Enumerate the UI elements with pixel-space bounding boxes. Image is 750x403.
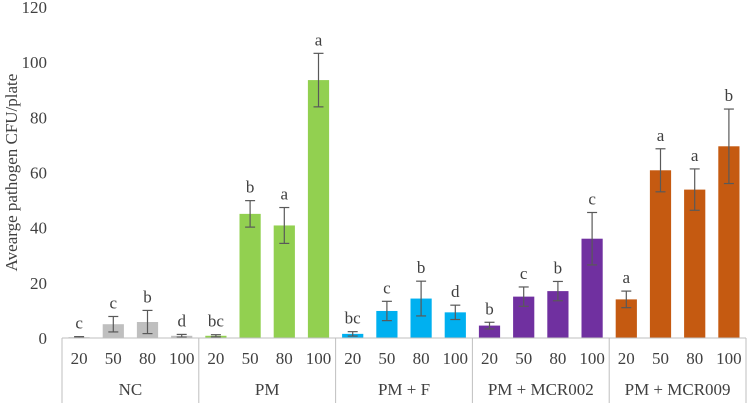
- error-bar: [381, 300, 392, 322]
- x-tick-label: 50: [515, 349, 532, 368]
- bar: [513, 296, 535, 338]
- error-bar: [416, 280, 427, 317]
- significance-letter: c: [520, 264, 528, 283]
- x-tick-label: 100: [306, 349, 332, 368]
- significance-letter: b: [485, 299, 494, 318]
- y-axis: 0 20 40 60 80 100 120: [22, 0, 48, 348]
- significance-letter: a: [657, 126, 665, 145]
- x-tick-label: 20: [71, 349, 88, 368]
- significance-letter: c: [75, 314, 83, 333]
- x-tick-label: 20: [618, 349, 635, 368]
- group-label: PM + MCR002: [488, 380, 594, 399]
- significance-letter: c: [110, 293, 118, 312]
- x-tick-label: 20: [481, 349, 498, 368]
- group-label: PM + MCR009: [625, 380, 731, 399]
- x-tick-label: 20: [344, 349, 361, 368]
- x-tick-label: 100: [579, 349, 605, 368]
- bar: [376, 310, 398, 338]
- bar: [239, 213, 261, 338]
- bar: [273, 225, 295, 338]
- y-tick-label: 40: [30, 219, 47, 238]
- bar: [547, 291, 569, 338]
- y-tick-label: 120: [22, 0, 48, 17]
- error-bar: [552, 280, 563, 302]
- significance-letter: bc: [208, 312, 225, 331]
- bar: [410, 298, 432, 338]
- y-tick-label: 20: [30, 274, 47, 293]
- group-label: PM + F: [378, 380, 430, 399]
- x-tick-label: 100: [169, 349, 195, 368]
- x-tick-label: 100: [716, 349, 742, 368]
- y-tick-label: 100: [22, 53, 48, 72]
- significance-letter: d: [451, 282, 460, 301]
- y-tick-label: 80: [30, 108, 47, 127]
- significance-letter: b: [417, 258, 426, 277]
- x-tick-label: 80: [549, 349, 566, 368]
- significance-letter: b: [246, 178, 255, 197]
- bar: [444, 312, 466, 338]
- significance-letter: b: [725, 86, 734, 105]
- significance-letter: d: [177, 311, 186, 330]
- bar: [718, 146, 740, 338]
- error-bar: [621, 290, 632, 309]
- error-bar: [518, 286, 529, 307]
- error-bar: [450, 304, 461, 321]
- x-tick-label: 80: [139, 349, 156, 368]
- y-tick-label: 0: [39, 329, 48, 348]
- significance-letter: a: [315, 30, 323, 49]
- error-bar: [723, 108, 734, 185]
- x-tick-label: 80: [686, 349, 703, 368]
- error-bar: [245, 200, 256, 228]
- bar: [478, 325, 501, 338]
- x-tick-label: 50: [242, 349, 259, 368]
- significance-letter: b: [554, 258, 563, 277]
- significance-letter: c: [383, 278, 391, 297]
- significance-letter: c: [588, 189, 596, 208]
- error-bar: [176, 333, 187, 338]
- group-label: PM: [255, 380, 280, 399]
- x-tick-label: 20: [207, 349, 224, 368]
- error-bar: [347, 331, 358, 337]
- significance-letter: a: [623, 268, 631, 287]
- x-tick-label: 50: [652, 349, 669, 368]
- bar: [649, 170, 672, 338]
- x-axis: 20 50 80 100 NC 20 50 80 100 PM 20 50 80 100 PM + F 20 5…: [61, 337, 747, 403]
- y-axis-title: Avearge pathogen CFU/plate: [2, 74, 21, 272]
- x-tick-label: 50: [378, 349, 395, 368]
- significance-letter: a: [691, 146, 699, 165]
- error-bar: [484, 321, 495, 330]
- y-tick-label: 60: [30, 164, 47, 183]
- error-bar: [655, 148, 666, 193]
- x-tick-label: 80: [276, 349, 293, 368]
- error-bar: [313, 52, 324, 108]
- bar: [684, 189, 706, 338]
- x-tick-label: 80: [413, 349, 430, 368]
- error-bar: [587, 211, 598, 266]
- error-bar: [210, 334, 221, 338]
- significance-letter: b: [143, 287, 152, 306]
- error-bar: [142, 309, 153, 335]
- error-bar: [689, 168, 700, 211]
- group-label: NC: [119, 380, 143, 399]
- significance-letter: a: [281, 185, 289, 204]
- bar: [581, 238, 603, 338]
- error-bar: [279, 206, 290, 244]
- bar: [615, 299, 637, 338]
- bar: [307, 80, 330, 339]
- significance-letter: bc: [345, 309, 362, 328]
- error-bar: [108, 315, 119, 333]
- x-tick-label: 100: [443, 349, 469, 368]
- x-tick-label: 50: [105, 349, 122, 368]
